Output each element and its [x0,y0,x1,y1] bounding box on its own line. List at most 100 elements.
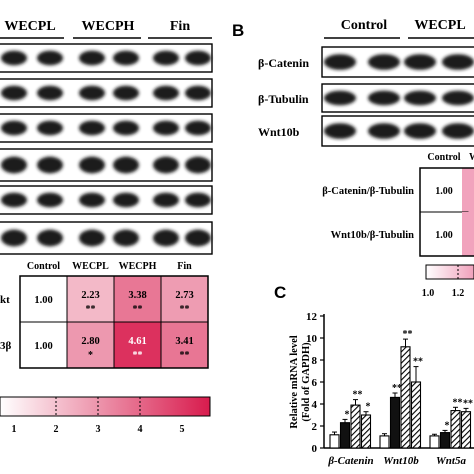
colorbar-tick: 3 [96,424,101,435]
blot-label: β-Tubulin [258,92,309,106]
colorbar-tick: 5 [180,424,185,435]
bar-chart-c: 0 2 4 6 8 10 12 Relative mRNA level(Fold of GAP… [289,311,474,467]
blot-strip [0,221,213,255]
bar [460,411,472,449]
bar [389,396,401,449]
blot-band [153,85,179,101]
blot-band [1,229,27,247]
blot-band [1,192,27,208]
heatmap-col-header: Control [27,261,60,272]
bar [379,435,390,449]
colorbar-tick: 2 [54,424,59,435]
significance-mark: ** [392,383,402,394]
blot-band [153,156,179,174]
heatmap-cell [113,275,162,323]
significance-mark: * [366,402,371,413]
y-tick-label: 6 [312,377,318,389]
group-label-fin: Fin [170,19,190,34]
heatmap-significance: ** [86,304,96,315]
heatmap-b: β-Catenin/β-Tubulin 1.00 Wnt10b/β-Tubulin 1… [322,167,474,257]
bar [400,346,411,449]
blot-band [404,54,436,70]
heatmap-row-label: kt [0,294,10,306]
blot-frame [0,185,213,215]
blot-band [113,229,139,247]
heatmap-significance: ** [133,350,143,361]
heatmap-frame [19,275,209,369]
heatmap-b-row-label: β-Catenin/β-Tubulin [322,186,414,197]
heatmap-b-cell [462,168,474,212]
heatmap-b-frame [419,167,474,257]
heatmap-col-header: WECPL [72,261,109,272]
blot-frame [0,148,213,182]
blot-label: β-Catenin [258,56,309,70]
significance-mark: ** [403,329,413,340]
blot-band [79,85,105,101]
significance-mark: * [445,420,450,431]
heatmap-b-row-label: Wnt10b/β-Tubulin [331,230,415,241]
blot-band [113,156,139,174]
blot-band [37,229,63,247]
heatmap-significance: * [88,350,93,361]
blot-band [113,85,139,101]
group-label-wecpl-b: WECPL [414,18,465,33]
blot-strip [0,148,213,182]
significance-mark: * [345,409,350,420]
blot-band [37,85,63,101]
significance-mark: ** [463,398,473,409]
blot-band [185,50,211,66]
heatmap-b-col-partial: W [469,152,474,163]
colorbar-gradient [0,396,211,417]
panel-letter-c: C [274,283,286,302]
y-tick-label: 0 [312,443,318,455]
panel-a: WECPL WECPH Fin Control WECPL WECPH Fin kt 1.… [0,19,213,435]
blot-band [37,156,63,174]
y-tick-label: 2 [312,421,318,433]
blot-frame [0,43,213,73]
group-label-wecph: WECPH [82,19,135,34]
panel-c: C 0 2 4 6 8 10 12 Relative mRNA level(Fold of G… [274,283,474,467]
heatmap-cell [160,321,209,369]
heatmap-cell-value: 1.00 [34,295,52,306]
blot-band [79,192,105,208]
heatmap-cell [19,275,68,323]
blot-strip [321,46,474,78]
heatmap-significance: ** [180,350,190,361]
blot-strip [0,43,213,73]
x-category-label: β-Catenin [327,455,373,467]
heatmap-cell-value: 3.41 [175,336,193,347]
blot-band [79,229,105,247]
blot-strip [321,83,474,113]
y-axis-label: Relative mRNA level(Fold of GAPDH) [289,335,312,428]
blot-band [79,50,105,66]
blot-band [404,123,436,139]
blot-band [1,85,27,101]
heatmap-b-cell [462,212,474,256]
blot-band [368,123,400,139]
heatmap-b-cell [419,211,469,257]
bar [410,381,422,449]
blot-frame [0,78,213,108]
blot-band [153,229,179,247]
significance-mark: ** [453,397,463,408]
bar [429,435,440,449]
blot-label: Wnt10b [258,125,300,139]
significance-mark: ** [413,357,423,368]
colorbar-b-tick: 1.0 [422,288,435,299]
heatmap-b-cell-value: 1.00 [435,230,453,241]
heatmap-cell-value: 1.00 [34,341,52,352]
blot-band [185,120,211,136]
y-tick-label: 10 [306,333,318,345]
blot-band [442,90,474,106]
colorbar-b-gradient [425,264,474,280]
blot-band [37,120,63,136]
heatmap-cell-value: 2.80 [81,336,99,347]
heatmap-significance: ** [133,304,143,315]
group-label-wecpl: WECPL [4,19,55,34]
y-tick-label: 4 [312,399,318,411]
x-category-label: Wnt10b [383,455,419,467]
blot-band [324,54,356,70]
panel-letter-b: B [232,21,244,40]
blot-band [185,156,211,174]
